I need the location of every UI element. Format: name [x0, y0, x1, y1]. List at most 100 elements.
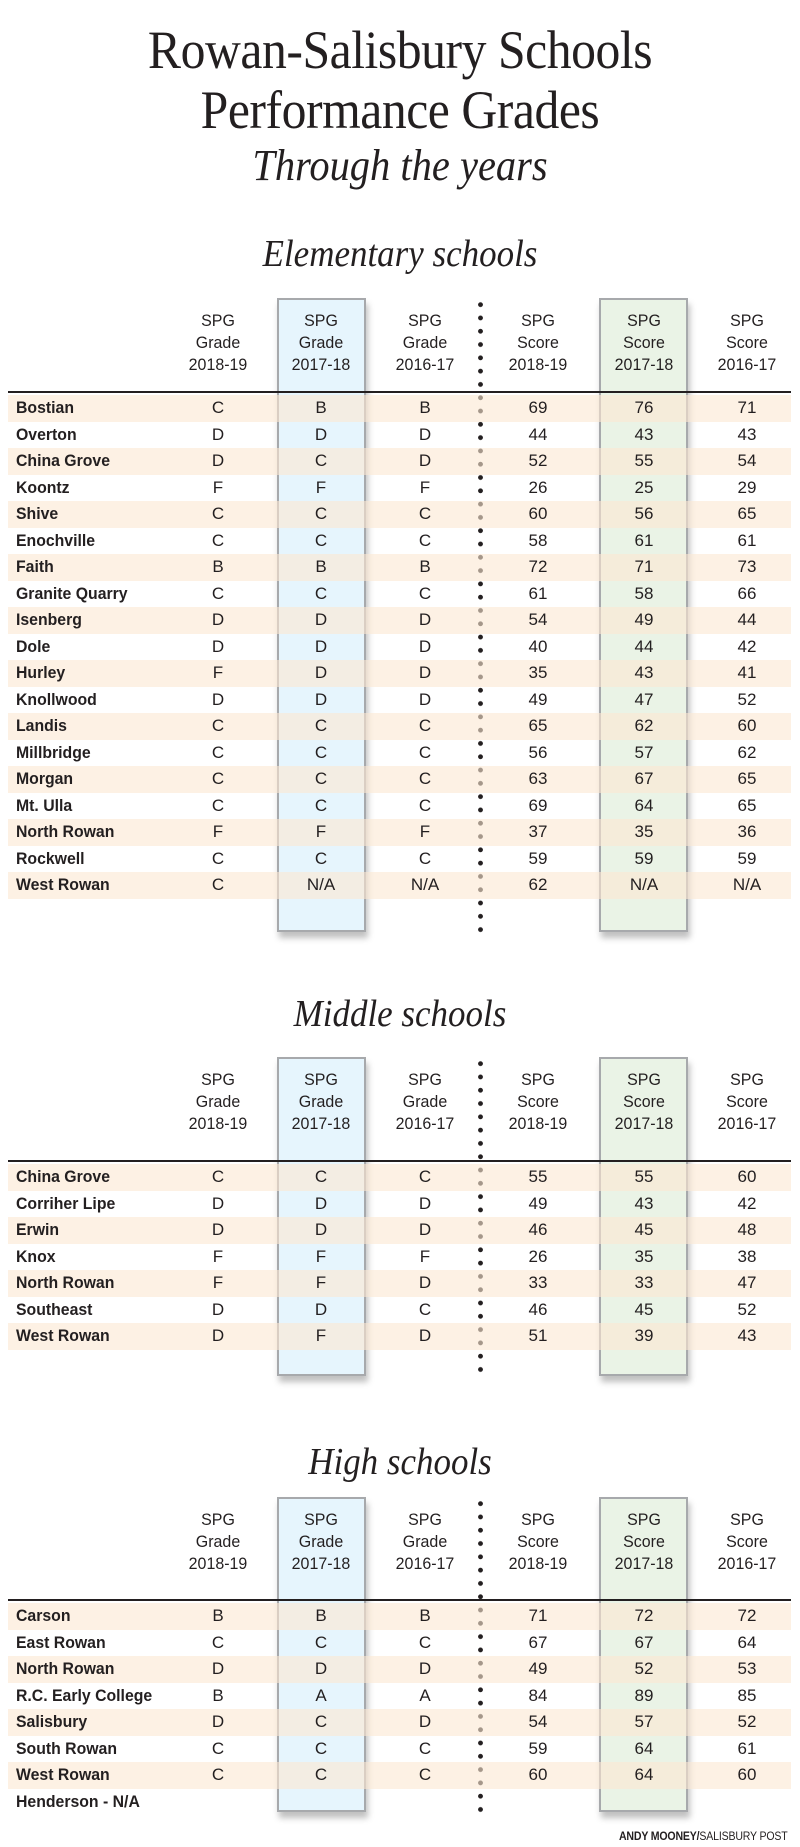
cell-spg-score-2017-18: 71 — [634, 557, 654, 576]
cell-spg-grade-2018-19: C — [211, 1738, 225, 1758]
cell-spg-score-2017-18: 52 — [634, 1659, 654, 1678]
cell-spg-grade-2018-19: C — [211, 716, 225, 735]
cell-spg-grade-2017-18: C — [314, 1632, 328, 1652]
column-header-line3: 2016-17 — [395, 1114, 455, 1133]
column-header: SPG Score 2017-18 — [597, 1509, 691, 1575]
cell-spg-score-2018-19: 26 — [528, 477, 548, 497]
cell-spg-grade-2018-19: F — [212, 822, 224, 841]
school-name: Faith — [16, 557, 54, 576]
school-name: China Grove — [16, 451, 111, 470]
cell-spg-grade-2018-19: D — [211, 636, 225, 656]
cell-spg-grade-2017-18: C — [314, 1167, 328, 1186]
column-header: SPG Grade 2018-19 — [171, 1509, 265, 1575]
cell-spg-grade-2018-19: C — [211, 1632, 225, 1652]
school-name: Shive — [16, 504, 59, 523]
cell-spg-grade-2018-19: F — [212, 1246, 224, 1266]
cell-spg-grade-2017-18: F — [315, 1246, 327, 1266]
column-header-line1: SPG — [304, 1070, 338, 1089]
cell-spg-score-2017-18: 64 — [634, 1765, 654, 1784]
column-header: SPG Grade 2017-18 — [274, 1069, 368, 1135]
school-name: Salisbury — [16, 1712, 88, 1731]
cell-spg-score-2018-19: 60 — [528, 504, 548, 523]
cell-spg-grade-2016-17: C — [418, 769, 432, 788]
cell-spg-grade-2018-19: D — [211, 1659, 225, 1678]
school-name: Southeast — [16, 1299, 93, 1319]
cell-spg-grade-2017-18: C — [314, 848, 328, 868]
cell-spg-grade-2018-19: D — [211, 1712, 225, 1731]
table-row: Faith B B B 72 71 73 — [8, 554, 791, 581]
cell-spg-score-2016-17: 66 — [737, 583, 757, 603]
school-name: Mt. Ulla — [16, 795, 73, 815]
credit-author: ANDY MOONEY/ — [619, 1829, 700, 1843]
column-header-line1: SPG — [730, 311, 764, 330]
column-header: SPG Score 2018-19 — [491, 310, 585, 376]
column-header: SPG Grade 2017-18 — [274, 310, 368, 376]
column-header-line3: 2016-17 — [717, 1114, 777, 1133]
page-subtitle: Through the years — [252, 141, 548, 190]
cell-spg-grade-2016-17: D — [418, 1273, 432, 1292]
cell-spg-grade-2016-17: D — [418, 1712, 432, 1731]
cell-spg-score-2018-19: 54 — [528, 1712, 548, 1731]
cell-spg-score-2018-19: 72 — [528, 557, 548, 576]
cell-spg-grade-2017-18: D — [314, 1659, 328, 1678]
column-header-line1: SPG — [627, 311, 661, 330]
cell-spg-score-2018-19: 51 — [528, 1326, 548, 1345]
table-row: Enochville C C C 58 61 61 — [8, 528, 791, 555]
table-row: China Grove C C C 55 55 60 — [8, 1164, 791, 1191]
cell-spg-grade-2018-19: C — [211, 875, 225, 894]
column-header-line1: SPG — [201, 311, 235, 330]
cell-spg-grade-2016-17: C — [418, 1738, 432, 1758]
cell-spg-grade-2016-17: D — [418, 610, 432, 629]
cell-spg-score-2018-19: 52 — [528, 451, 548, 470]
cell-spg-score-2017-18: 76 — [634, 398, 654, 417]
header-rule — [8, 391, 791, 393]
cell-spg-score-2017-18: 57 — [634, 1712, 654, 1731]
cell-spg-score-2018-19: 62 — [528, 875, 548, 894]
cell-spg-grade-2016-17: C — [418, 1299, 432, 1319]
column-header-line1: SPG — [627, 1510, 661, 1529]
column-header-line3: 2017-18 — [614, 355, 674, 374]
cell-spg-grade-2017-18: C — [314, 451, 328, 470]
cell-spg-score-2017-18: 44 — [634, 636, 654, 656]
cell-spg-grade-2017-18: B — [315, 398, 327, 417]
cell-spg-grade-2017-18: F — [315, 822, 327, 841]
cell-spg-grade-2018-19: C — [211, 583, 225, 603]
cell-spg-score-2016-17: 71 — [737, 398, 757, 417]
header-rule — [8, 1160, 791, 1162]
cell-spg-grade-2017-18: F — [315, 1273, 327, 1292]
column-header: SPG Grade 2016-17 — [378, 310, 472, 376]
table-row: Isenberg D D D 54 49 44 — [8, 607, 791, 634]
cell-spg-score-2017-18: 58 — [634, 583, 654, 603]
column-header-line2: Score — [517, 1092, 559, 1111]
cell-spg-grade-2017-18: B — [315, 1606, 327, 1625]
school-name: North Rowan — [16, 822, 115, 841]
column-header-line1: SPG — [627, 1070, 661, 1089]
cell-spg-grade-2018-19: D — [211, 424, 225, 444]
cell-spg-grade-2016-17: C — [418, 716, 432, 735]
school-name: Corriher Lipe — [16, 1193, 116, 1213]
column-header: SPG Grade 2018-19 — [171, 310, 265, 376]
cell-spg-grade-2016-17: F — [419, 1246, 431, 1266]
cell-spg-score-2016-17: 43 — [737, 1326, 757, 1345]
school-name: South Rowan — [16, 1738, 118, 1758]
column-header-line3: 2017-18 — [614, 1114, 674, 1133]
cell-spg-grade-2017-18: D — [314, 689, 328, 709]
table-row: North Rowan D D D 49 52 53 — [8, 1656, 791, 1683]
cell-spg-score-2016-17: 62 — [737, 742, 757, 762]
school-name: Rockwell — [16, 848, 85, 868]
cell-spg-score-2017-18: 56 — [634, 504, 654, 523]
column-header-line1: SPG — [201, 1070, 235, 1089]
table-row: Overton D D D 44 43 43 — [8, 422, 791, 449]
cell-spg-score-2017-18: 72 — [634, 1606, 654, 1625]
column-header-line3: 2016-17 — [395, 355, 455, 374]
section-title: High schools — [308, 1441, 492, 1483]
cell-spg-grade-2017-18: D — [314, 424, 328, 444]
page-title-line2: Performance Grades — [200, 80, 600, 140]
cell-spg-score-2016-17: 60 — [737, 716, 757, 735]
column-header-line2: Score — [726, 333, 768, 352]
column-header-line1: SPG — [521, 1070, 555, 1089]
school-name: Millbridge — [16, 742, 91, 762]
cell-spg-score-2016-17: 73 — [737, 557, 757, 576]
column-header-line2: Score — [517, 333, 559, 352]
column-header-line3: 2016-17 — [395, 1554, 455, 1573]
